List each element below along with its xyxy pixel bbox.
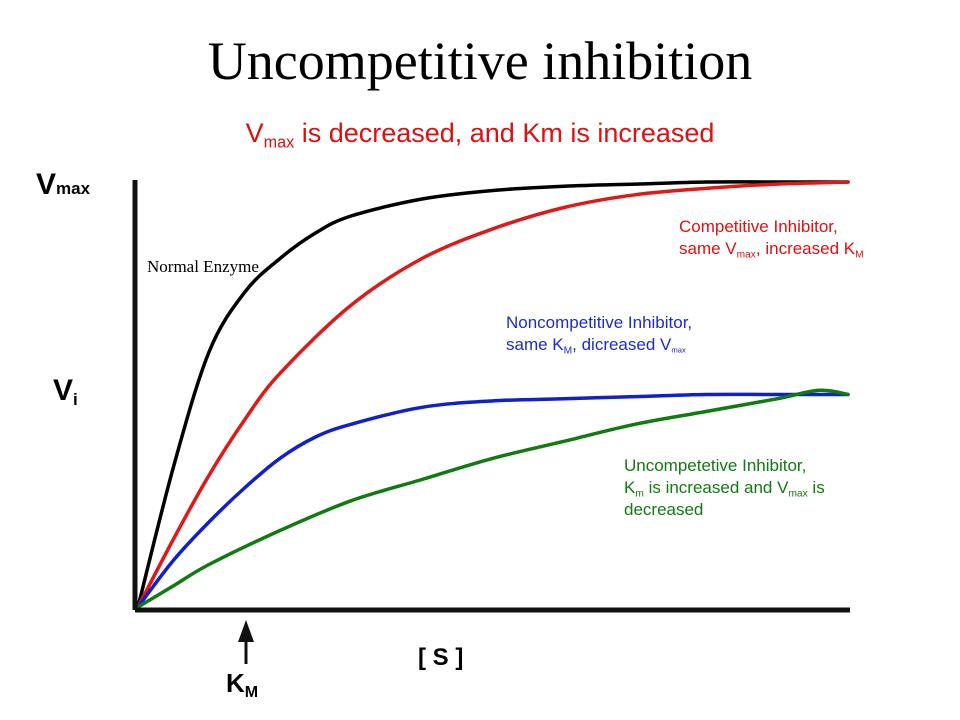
subtitle-rest: is decreased, and Km is increased xyxy=(294,118,715,148)
series-line-3 xyxy=(136,388,850,609)
y-axis-vmax-label: Vmax xyxy=(36,168,91,201)
x-axis-label: [ S ] xyxy=(418,644,464,671)
page-title: Uncompetitive inhibition xyxy=(207,31,753,91)
chart-subtitle: Vmax is decreased, and Km is increased xyxy=(0,118,960,152)
km-marker-label: KM xyxy=(226,668,259,701)
uncompetitive-label: Uncompetetive Inhibitor, Km is increased… xyxy=(624,456,825,519)
competitive-label: Competitive Inhibitor, same Vmax, increa… xyxy=(679,217,864,261)
subtitle-v: V xyxy=(245,118,264,148)
series-line-1 xyxy=(136,180,850,609)
km-arrow-icon xyxy=(238,620,254,664)
normal-enzyme-label: Normal Enzyme xyxy=(147,257,259,276)
series-line-2 xyxy=(136,392,850,609)
series-line-0 xyxy=(136,180,850,609)
noncompetitive-label: Noncompetitive Inhibitor, same KM, dicre… xyxy=(506,313,693,357)
plot-area xyxy=(136,180,850,609)
y-axis-vi-label: Vi xyxy=(53,374,78,410)
subtitle-v-sub: max xyxy=(263,133,295,152)
